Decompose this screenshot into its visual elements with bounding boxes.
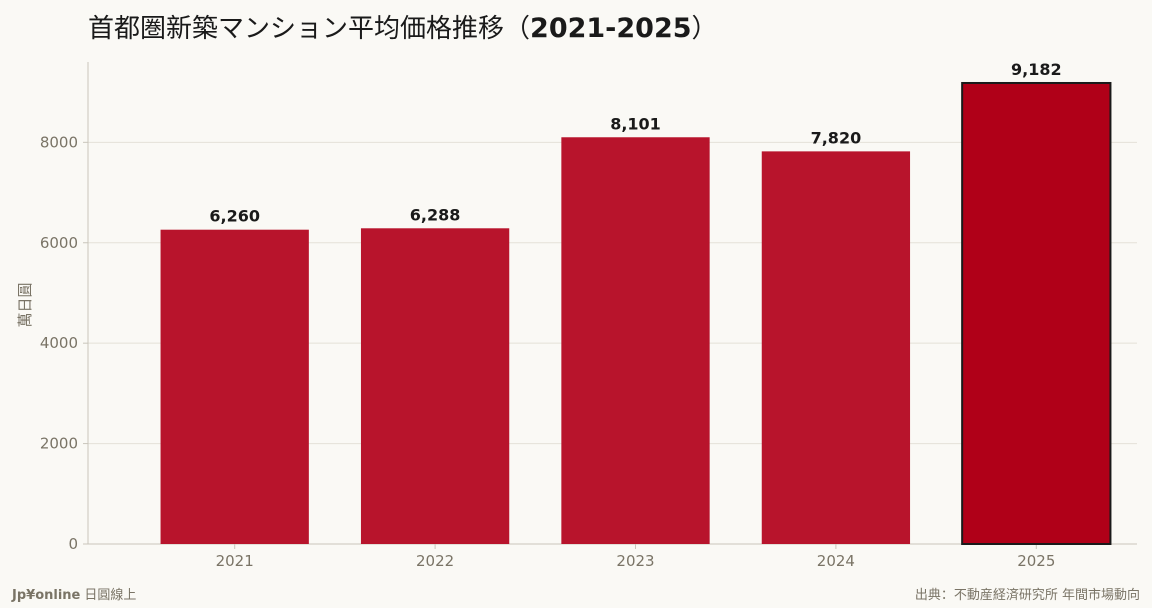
x-tick-label-2023: 2023 [616, 552, 654, 570]
footer-brand-sub: 日圓線上 [84, 587, 136, 603]
bar-2024 [761, 151, 911, 544]
y-tick-label: 0 [68, 535, 78, 553]
chart-title-main: 首都圏新築マンション平均価格推移 [88, 14, 504, 44]
value-labels: 6,260 6,288 8,101 7,820 9,182 [209, 60, 1061, 226]
footer-brand: Jp¥online 日圓線上 [11, 587, 136, 603]
y-tick-label: 6000 [40, 234, 78, 252]
x-tick-label-2021: 2021 [216, 552, 254, 570]
value-label-2021: 6,260 [209, 207, 260, 226]
value-label-2025: 9,182 [1011, 60, 1062, 79]
bar-2021 [160, 229, 309, 544]
chart-title-paren-close: ） [692, 14, 718, 44]
x-tick-label-2024: 2024 [817, 552, 855, 570]
value-label-2022: 6,288 [410, 205, 461, 224]
bar-2022 [360, 228, 510, 545]
y-tick-label: 8000 [40, 133, 78, 151]
x-tick-label-2022: 2022 [416, 552, 454, 570]
tick-labels: 0 2000 4000 6000 8000 2021 2022 2023 2024 2025 [40, 133, 1056, 570]
value-label-2023: 8,101 [610, 114, 661, 133]
y-tick-label: 4000 [40, 334, 78, 352]
bar-2025 [961, 81, 1112, 545]
bars [160, 81, 1112, 545]
chart-title-paren-open: （ [504, 14, 530, 44]
y-axis-title: 萬日圓 [16, 282, 34, 327]
footer-brand-name: Jp¥online [11, 588, 81, 603]
value-label-2024: 7,820 [811, 128, 862, 147]
x-tick-label-2025: 2025 [1017, 552, 1055, 570]
chart-title: 首都圏新築マンション平均価格推移（2021-2025） [88, 13, 718, 44]
bar-2023 [561, 137, 710, 544]
chart-title-years: 2021-2025 [530, 13, 692, 44]
y-tick-label: 2000 [40, 435, 78, 453]
footer-source: 出典：不動産経済研究所 年間市場動向 [915, 587, 1140, 603]
